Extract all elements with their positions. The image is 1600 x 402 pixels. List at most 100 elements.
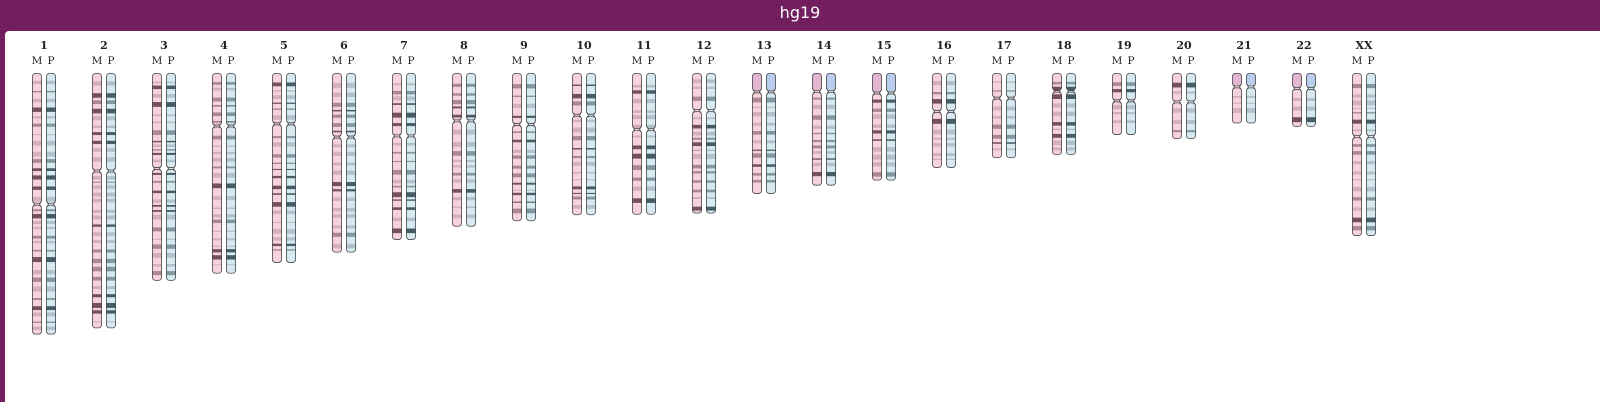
- chromosome-15-paternal: [886, 73, 896, 181]
- maternal-label: M: [92, 55, 103, 67]
- chromosome-pair-19: 19 M P: [1112, 39, 1136, 136]
- karyotype-canvas: 1 M P 2 M P 3 M P 4 M P 5 M P 6 M P 7 M P 8 M P 9 M P 10 M P 11 M P 12 M P 1…: [5, 31, 1600, 402]
- maternal-label: M: [212, 55, 223, 67]
- chromosome-label: 10: [576, 39, 592, 52]
- chromosome-4-maternal: [212, 73, 222, 274]
- chromosome-1-paternal: [46, 73, 56, 335]
- chromosome-label: 4: [220, 39, 228, 52]
- chromosome-pair-18: 18 M P: [1052, 39, 1076, 156]
- chromosome-20-maternal: [1172, 73, 1182, 140]
- chromosome-16-maternal: [932, 73, 942, 168]
- chromosome-10-maternal: [572, 73, 582, 216]
- chromosome-pair-12: 12 M P: [692, 39, 716, 214]
- chromosome-XX-paternal: [1366, 73, 1376, 237]
- maternal-label: M: [1292, 55, 1303, 67]
- chromosome-pair-15: 15 M P: [872, 39, 896, 181]
- chromosome-22-paternal: [1306, 73, 1316, 127]
- chromosome-label: XX: [1355, 39, 1373, 52]
- chromosome-pair-6: 6 M P: [332, 39, 356, 253]
- paternal-label: P: [107, 55, 114, 67]
- maternal-label: M: [692, 55, 703, 67]
- maternal-label: M: [872, 55, 883, 67]
- chromosome-label: 9: [520, 39, 528, 52]
- chromosome-label: 12: [696, 39, 711, 52]
- chromosome-pair-8: 8 M P: [452, 39, 476, 227]
- chromosome-pair-4: 4 M P: [212, 39, 236, 274]
- chromosome-pair-13: 13 M P: [752, 39, 776, 194]
- chromosome-8-paternal: [466, 73, 476, 227]
- maternal-label: M: [812, 55, 823, 67]
- chromosome-label: 11: [636, 39, 651, 52]
- paternal-label: P: [947, 55, 954, 67]
- paternal-label: P: [1367, 55, 1374, 67]
- chromosome-22-maternal: [1292, 73, 1302, 127]
- paternal-label: P: [1067, 55, 1074, 67]
- chromosome-9-maternal: [512, 73, 522, 222]
- chromosome-19-maternal: [1112, 73, 1122, 136]
- paternal-label: P: [347, 55, 354, 67]
- chromosome-12-maternal: [692, 73, 702, 214]
- chromosome-pair-21: 21 M P: [1232, 39, 1256, 124]
- paternal-label: P: [1307, 55, 1314, 67]
- chromosome-label: 19: [1116, 39, 1131, 52]
- maternal-label: M: [1052, 55, 1063, 67]
- paternal-label: P: [1007, 55, 1014, 67]
- chromosome-16-paternal: [946, 73, 956, 168]
- chromosome-1-maternal: [32, 73, 42, 335]
- chromosome-14-maternal: [812, 73, 822, 186]
- chromosome-label: 14: [816, 39, 832, 52]
- paternal-label: P: [827, 55, 834, 67]
- chromosome-label: 2: [100, 39, 108, 52]
- maternal-label: M: [1112, 55, 1123, 67]
- chromosome-label: 18: [1056, 39, 1072, 52]
- maternal-label: M: [1172, 55, 1183, 67]
- chromosome-pair-10: 10 M P: [572, 39, 596, 216]
- chromosome-17-maternal: [992, 73, 1002, 159]
- chromosome-label: 6: [340, 39, 348, 52]
- chromosome-label: 16: [936, 39, 952, 52]
- chromosome-14-paternal: [826, 73, 836, 186]
- chromosome-pair-3: 3 M P: [152, 39, 176, 281]
- window-title: hg19: [779, 3, 821, 22]
- chromosome-11-maternal: [632, 73, 642, 215]
- chromosome-pair-XX: XX M P: [1352, 39, 1376, 237]
- chromosome-XX-maternal: [1352, 73, 1362, 237]
- paternal-label: P: [707, 55, 714, 67]
- chromosome-2-paternal: [106, 73, 116, 329]
- chromosome-label: 22: [1296, 39, 1311, 52]
- chromosome-18-paternal: [1066, 73, 1076, 156]
- maternal-label: M: [1232, 55, 1243, 67]
- chromosome-11-paternal: [646, 73, 656, 215]
- chromosome-7-paternal: [406, 73, 416, 241]
- chromosome-label: 15: [876, 39, 891, 52]
- maternal-label: M: [932, 55, 943, 67]
- maternal-label: M: [392, 55, 403, 67]
- maternal-label: M: [1352, 55, 1363, 67]
- chromosome-label: 17: [996, 39, 1011, 52]
- chromosome-8-maternal: [452, 73, 462, 227]
- chromosome-label: 7: [400, 39, 408, 52]
- chromosome-label: 8: [460, 39, 468, 52]
- chromosome-12-paternal: [706, 73, 716, 214]
- chromosome-13-maternal: [752, 73, 762, 194]
- chromosome-5-paternal: [286, 73, 296, 263]
- maternal-label: M: [452, 55, 463, 67]
- paternal-label: P: [1127, 55, 1134, 67]
- maternal-label: M: [32, 55, 43, 67]
- maternal-label: M: [152, 55, 163, 67]
- paternal-label: P: [407, 55, 414, 67]
- chromosome-pair-20: 20 M P: [1172, 39, 1196, 140]
- paternal-label: P: [47, 55, 54, 67]
- chromosome-pair-11: 11 M P: [632, 39, 656, 215]
- chromosome-pair-17: 17 M P: [992, 39, 1016, 159]
- paternal-label: P: [167, 55, 174, 67]
- paternal-label: P: [587, 55, 594, 67]
- maternal-label: M: [332, 55, 343, 67]
- paternal-label: P: [1187, 55, 1194, 67]
- chromosome-3-paternal: [166, 73, 176, 281]
- chromosome-label: 13: [756, 39, 771, 52]
- paternal-label: P: [767, 55, 774, 67]
- chromosome-pair-1: 1 M P: [32, 39, 56, 335]
- paternal-label: P: [227, 55, 234, 67]
